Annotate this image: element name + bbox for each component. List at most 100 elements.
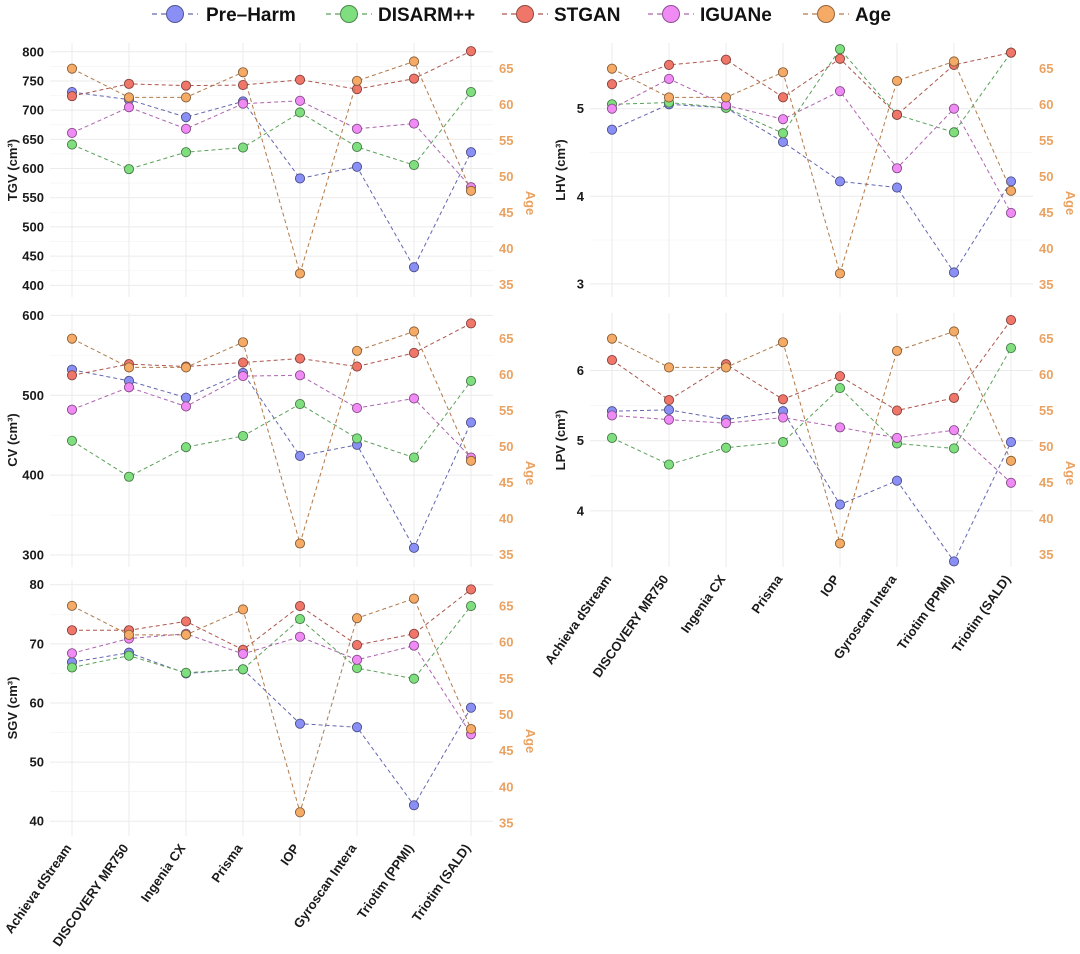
data-point [834, 538, 846, 549]
y-axis-title: CV (cm³) [5, 413, 20, 466]
data-point [294, 353, 306, 364]
data-point [777, 412, 789, 423]
data-point [123, 629, 135, 640]
data-point [351, 639, 363, 651]
y-tick-label: 600 [22, 308, 44, 323]
legend-item-pre-harm: Pre–Harm [152, 5, 296, 26]
data-point [1005, 314, 1017, 326]
y2-tick-label: 60 [1039, 367, 1053, 382]
data-point [294, 173, 306, 184]
data-point [948, 56, 960, 67]
data-point [663, 414, 675, 425]
y2-tick-label: 50 [499, 439, 513, 454]
data-point [294, 370, 306, 381]
y-tick-label: 750 [22, 73, 44, 88]
y2-tick-label: 50 [499, 707, 513, 722]
data-point [948, 443, 960, 454]
data-point [351, 433, 363, 444]
data-point [123, 78, 135, 89]
series-age-sgv [66, 593, 477, 818]
data-point [294, 631, 306, 642]
legend-marker-disarm [340, 5, 358, 23]
data-point [720, 92, 732, 103]
data-point [948, 103, 960, 114]
data-point [180, 92, 192, 103]
data-point [408, 118, 420, 129]
y-tick-label: 500 [22, 388, 44, 403]
y2-axis-title: Age [1063, 461, 1078, 486]
data-point [891, 475, 903, 486]
data-point [891, 345, 903, 356]
data-point [237, 604, 249, 615]
y-tick-label: 700 [22, 103, 44, 118]
data-point [834, 53, 846, 64]
data-point [834, 383, 846, 394]
series-disarm-cv [66, 375, 477, 482]
series-age-cv [66, 326, 477, 549]
data-point [180, 667, 192, 678]
data-point [834, 371, 846, 382]
data-point [180, 80, 192, 91]
data-point [66, 139, 78, 150]
data-point [1005, 437, 1017, 448]
y-tick-label: 650 [22, 132, 44, 147]
y2-tick-label: 60 [499, 635, 513, 650]
grid-lhv [590, 43, 1033, 297]
data-point [891, 405, 903, 416]
y2-tick-label: 50 [1039, 439, 1053, 454]
x-tick-label: Triotim (PPMI) [894, 572, 956, 652]
x-tick-label: Ingenia CX [678, 572, 729, 636]
legend-label-stgan: STGAN [554, 5, 621, 26]
y2-tick-label: 60 [1039, 97, 1053, 112]
data-point [891, 163, 903, 174]
x-tick-label: Triotim (PPMI) [354, 841, 416, 921]
data-point [408, 640, 420, 651]
y-tick-label: 3 [577, 276, 584, 291]
y-tick-label: 5 [577, 433, 584, 448]
data-point [180, 392, 192, 403]
data-point [720, 54, 732, 65]
data-point [777, 437, 789, 448]
data-point [237, 664, 249, 675]
series-stgan-lhv [606, 47, 1017, 120]
grid-cv [50, 313, 493, 567]
data-point [294, 807, 306, 818]
legend-marker-pre-harm [166, 5, 184, 23]
data-point [237, 357, 249, 368]
data-point [1005, 343, 1017, 354]
y2-tick-label: 45 [499, 475, 513, 490]
data-point [465, 584, 477, 595]
data-point [66, 370, 78, 381]
data-point [465, 375, 477, 386]
x-tick-label: Gyroscan Intera [830, 571, 900, 661]
y-tick-label: 50 [30, 755, 44, 770]
data-point [777, 394, 789, 405]
data-point [1005, 207, 1017, 218]
y-tick-label: 450 [22, 249, 44, 264]
data-point [237, 67, 249, 78]
data-point [465, 702, 477, 713]
series-line [611, 409, 1012, 563]
series-age-lhv [606, 56, 1017, 279]
data-point [606, 410, 618, 421]
x-tick-label: Ingenia CX [138, 841, 189, 905]
data-point [351, 345, 363, 356]
series-iguane-lpv [606, 410, 1017, 488]
data-point [891, 182, 903, 193]
data-point [408, 452, 420, 463]
y2-tick-label: 35 [1039, 277, 1053, 292]
y-axis-title: TGV (cm³) [5, 139, 20, 201]
data-point [606, 103, 618, 114]
series-age-lpv [606, 326, 1017, 549]
data-point [351, 361, 363, 372]
data-point [237, 142, 249, 153]
data-point [123, 650, 135, 661]
data-point [351, 663, 363, 674]
y-tick-label: 600 [22, 161, 44, 176]
data-point [180, 442, 192, 453]
data-point [663, 394, 675, 406]
y-tick-label: 4 [577, 189, 585, 204]
data-point [663, 73, 675, 84]
data-point [180, 616, 192, 627]
series-line [71, 633, 472, 735]
